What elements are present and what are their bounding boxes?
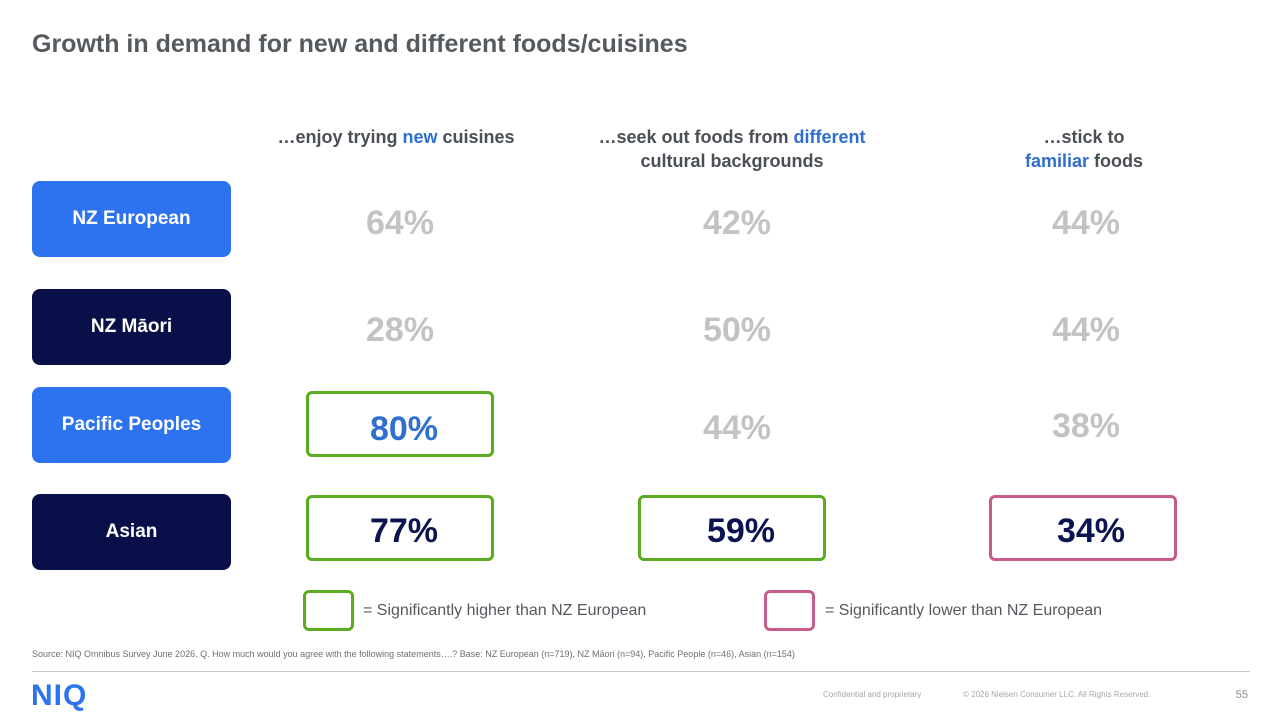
- column-header-new-cuisines: …enjoy trying new cuisines: [246, 125, 546, 149]
- page-number: 55: [1235, 689, 1248, 701]
- column-header-highlight: different: [793, 127, 866, 147]
- footer-divider: [32, 671, 1250, 672]
- column-header-highlight: new: [402, 127, 438, 147]
- significance-box-higher: [638, 495, 826, 561]
- legend-text-higher: = Significantly higher than NZ European: [363, 602, 647, 619]
- column-header-text: …enjoy trying: [277, 127, 403, 147]
- value-cell: 80%: [369, 410, 439, 448]
- footer-confidential: Confidential and proprietary: [823, 690, 922, 699]
- value-cell: 42%: [702, 204, 772, 242]
- column-header-text: cuisines: [437, 127, 515, 147]
- value-cell: 77%: [369, 512, 439, 550]
- value-cell: 44%: [1051, 311, 1121, 349]
- row-label-nz-european: NZ European: [32, 181, 231, 257]
- column-header-line2: cultural backgrounds: [640, 151, 824, 171]
- footer-copyright: © 2026 Nielsen Consumer LLC. All Rights …: [963, 690, 1151, 699]
- significance-box-lower: [989, 495, 1177, 561]
- niq-logo: NIQ: [31, 679, 88, 712]
- column-header-different-foods: …seek out foods from different cultural …: [562, 125, 902, 173]
- legend-text-lower: = Significantly lower than NZ European: [825, 602, 1103, 619]
- value-cell: 50%: [702, 311, 772, 349]
- significance-box-higher: [306, 495, 494, 561]
- column-header-text: …stick to: [1043, 127, 1125, 147]
- significance-box-higher: [306, 391, 494, 457]
- value-cell: 34%: [1056, 512, 1126, 550]
- value-cell: 64%: [365, 204, 435, 242]
- value-cell: 59%: [706, 512, 776, 550]
- row-label-pacific-peoples: Pacific Peoples: [32, 387, 231, 463]
- row-label-asian: Asian: [32, 494, 231, 570]
- page-title: Growth in demand for new and different f…: [32, 30, 688, 58]
- value-cell: 28%: [365, 311, 435, 349]
- column-header-highlight: familiar: [1024, 151, 1090, 171]
- row-label-nz-maori: NZ Māori: [32, 289, 231, 365]
- column-header-familiar-foods: …stick to familiar foods: [974, 125, 1194, 173]
- value-cell: 44%: [1051, 204, 1121, 242]
- column-header-text: foods: [1089, 151, 1144, 171]
- source-note: Source: NIQ Omnibus Survey June 2026. Q.…: [32, 649, 795, 659]
- value-cell: 44%: [702, 409, 772, 447]
- value-cell: 38%: [1051, 407, 1121, 445]
- column-header-text: …seek out foods from: [598, 127, 794, 147]
- legend-box-lower: [764, 590, 815, 631]
- legend-box-higher: [303, 590, 354, 631]
